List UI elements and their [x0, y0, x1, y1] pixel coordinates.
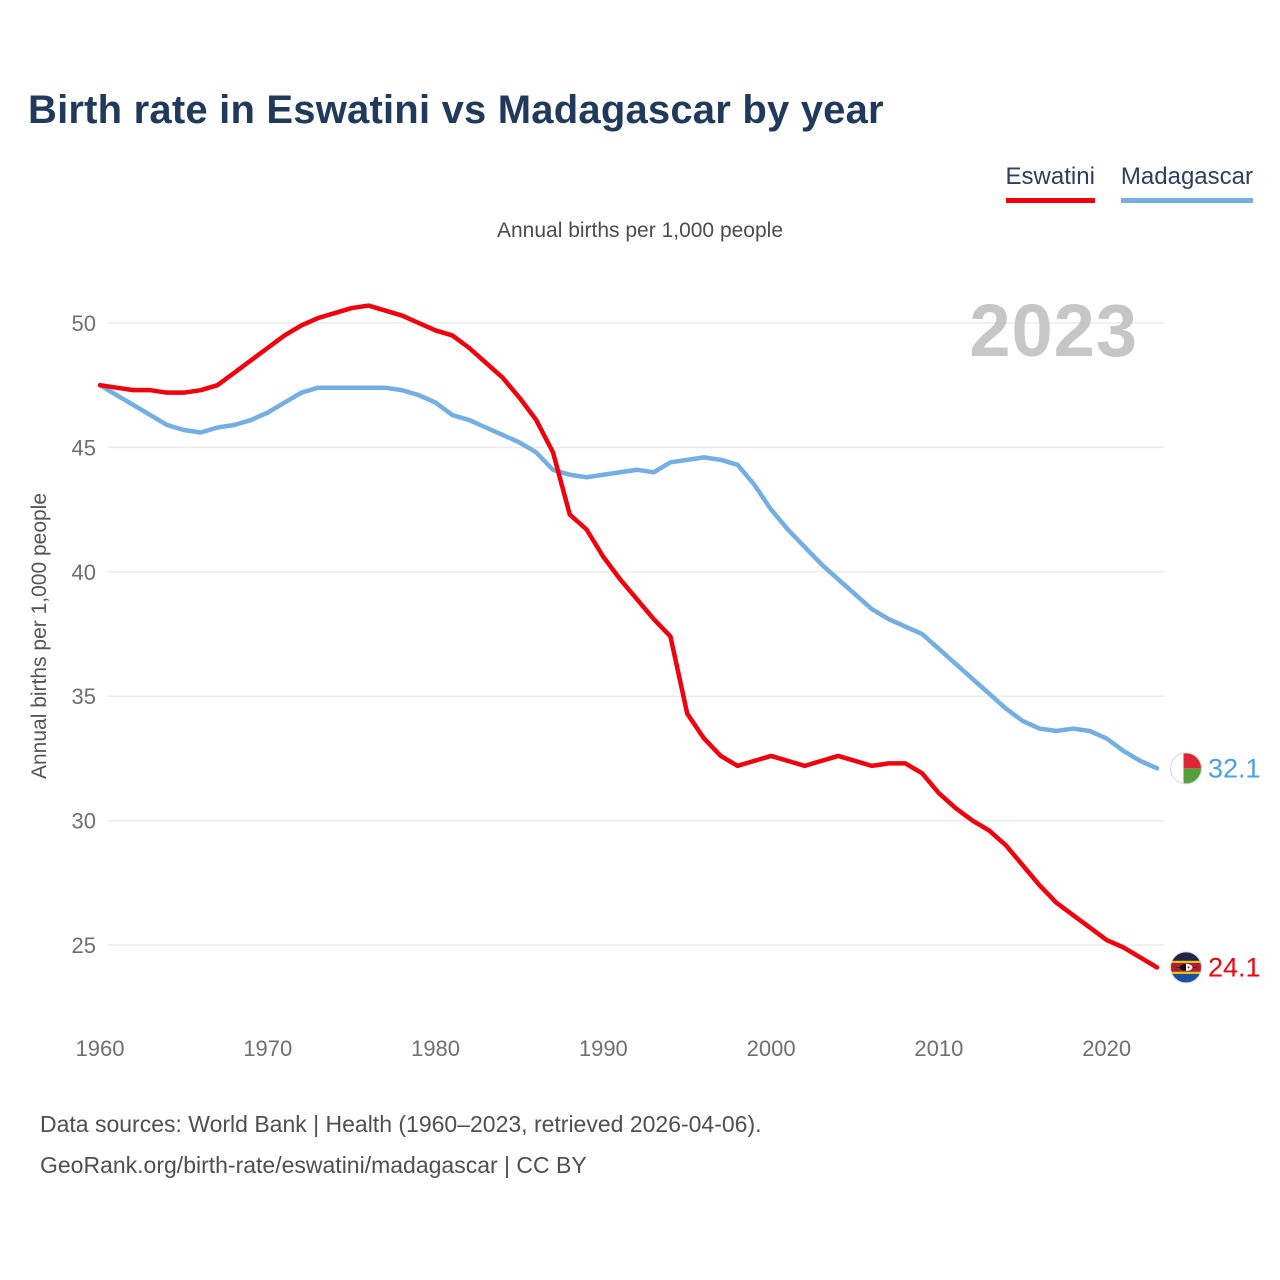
y-tick-label: 40: [72, 560, 96, 585]
x-tick-label: 2000: [747, 1036, 796, 1061]
georank-url[interactable]: GeoRank.org/birth-rate/eswatini/madagasc…: [40, 1152, 587, 1178]
y-tick-label: 25: [72, 933, 96, 958]
y-tick-label: 30: [72, 809, 96, 834]
legend-item-madagascar[interactable]: Madagascar: [1120, 163, 1253, 203]
year-watermark: 2023: [969, 289, 1138, 372]
eswatini-series-line[interactable]: [97, 303, 1160, 970]
legend: Eswatini Madagascar: [1005, 163, 1253, 203]
page-title: Birth rate in Eswatini vs Madagascar by …: [28, 88, 884, 132]
madagascar-flag-icon: [1170, 752, 1202, 785]
eswatini-flag-icon: [1170, 951, 1202, 984]
legend-item-eswatini[interactable]: Eswatini: [1005, 163, 1095, 203]
x-tick-label: 1990: [579, 1036, 628, 1061]
y-tick-label: 50: [72, 311, 96, 336]
chart-subtitle: Annual births per 1,000 people: [496, 219, 784, 242]
x-tick-label: 1960: [76, 1036, 125, 1061]
data-sources-line: Data sources: World Bank | Health (1960–…: [40, 1111, 762, 1137]
eswatini-end-value: 24.1: [1208, 952, 1261, 982]
x-axis-ticks: 1960 1970 1980 1990 2000 2010 2020: [76, 1036, 1132, 1061]
x-tick-label: 2010: [914, 1036, 963, 1061]
y-tick-label: 35: [72, 684, 96, 709]
madagascar-series-line[interactable]: [97, 382, 1160, 771]
y-axis-ticks: 25 30 35 40 45 50: [72, 311, 96, 958]
madagascar-end-value: 32.1: [1208, 753, 1261, 783]
x-tick-label: 1980: [411, 1036, 460, 1061]
x-tick-label: 1970: [243, 1036, 292, 1061]
y-tick-label: 45: [72, 435, 96, 460]
footer: Data sources: World Bank | Health (1960–…: [40, 1104, 762, 1186]
x-tick-label: 2020: [1082, 1036, 1131, 1061]
gridlines: [108, 322, 1164, 946]
